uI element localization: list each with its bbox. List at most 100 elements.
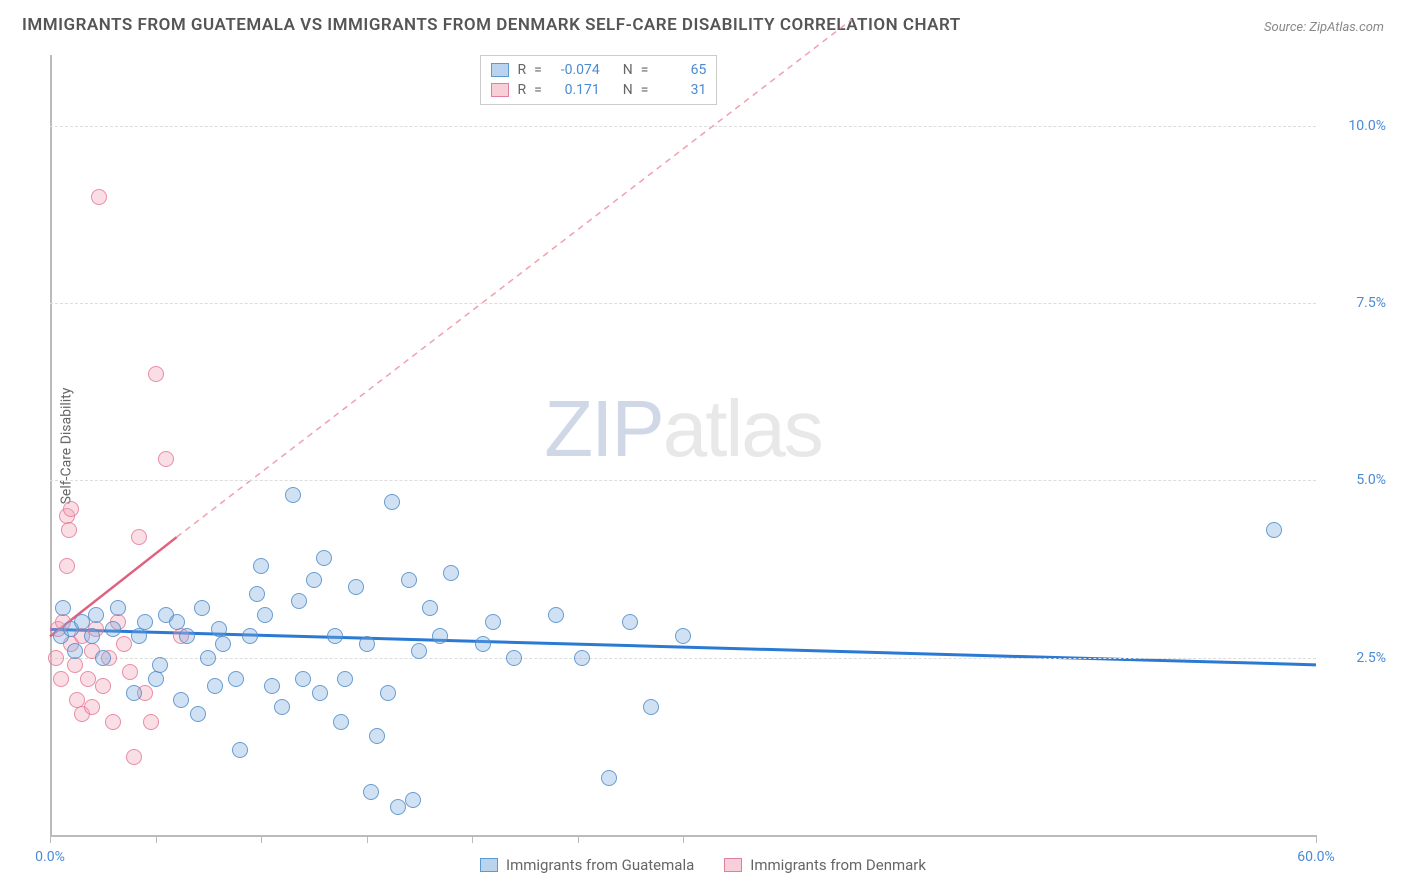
- data-point: [228, 671, 244, 687]
- data-point: [316, 550, 332, 566]
- swatch-icon: [491, 83, 509, 97]
- stats-row-guatemala: R = -0.074 N = 65: [491, 60, 706, 80]
- data-point: [405, 792, 421, 808]
- swatch-icon: [724, 858, 742, 872]
- series-legend: Immigrants from Guatemala Immigrants fro…: [480, 856, 926, 874]
- chart-title: IMMIGRANTS FROM GUATEMALA VS IMMIGRANTS …: [22, 15, 961, 35]
- swatch-icon: [480, 858, 498, 872]
- plot-area: ZIPatlas R = -0.074 N = 65 R = 0.171 N =…: [50, 55, 1316, 837]
- legend-label: Immigrants from Guatemala: [506, 856, 694, 874]
- data-point: [312, 685, 328, 701]
- data-point: [390, 799, 406, 815]
- data-point: [91, 189, 107, 205]
- data-point: [475, 636, 491, 652]
- data-point: [291, 593, 307, 609]
- data-point: [126, 749, 142, 765]
- data-point: [59, 558, 75, 574]
- legend-label: Immigrants from Denmark: [750, 856, 926, 874]
- data-point: [249, 586, 265, 602]
- legend-item-guatemala: Immigrants from Guatemala: [480, 856, 694, 874]
- data-point: [74, 614, 90, 630]
- data-point: [242, 628, 258, 644]
- gridline: [50, 126, 1316, 127]
- data-point: [48, 650, 64, 666]
- data-point: [327, 628, 343, 644]
- data-point: [422, 600, 438, 616]
- data-point: [384, 494, 400, 510]
- data-point: [88, 607, 104, 623]
- x-tick: [367, 835, 368, 843]
- data-point: [84, 699, 100, 715]
- data-point: [169, 614, 185, 630]
- trend-lines-layer: [50, 55, 1316, 835]
- data-point: [143, 714, 159, 730]
- data-point: [622, 614, 638, 630]
- data-point: [67, 657, 83, 673]
- data-point: [359, 636, 375, 652]
- data-point: [105, 714, 121, 730]
- data-point: [574, 650, 590, 666]
- x-tick: [683, 835, 684, 843]
- r-label: R: [517, 62, 526, 78]
- data-point: [179, 628, 195, 644]
- x-tick-label: 0.0%: [35, 849, 65, 865]
- x-tick: [472, 835, 473, 843]
- r-value: 0.171: [550, 82, 600, 98]
- data-point: [348, 579, 364, 595]
- x-tick: [1316, 835, 1317, 843]
- data-point: [295, 671, 311, 687]
- x-tick-label: 60.0%: [1297, 849, 1335, 865]
- legend-item-denmark: Immigrants from Denmark: [724, 856, 926, 874]
- data-point: [363, 784, 379, 800]
- y-tick-label: 2.5%: [1326, 650, 1386, 666]
- data-point: [53, 671, 69, 687]
- data-point: [80, 671, 96, 687]
- data-point: [337, 671, 353, 687]
- data-point: [84, 628, 100, 644]
- data-point: [401, 572, 417, 588]
- y-tick-label: 7.5%: [1326, 295, 1386, 311]
- data-point: [122, 664, 138, 680]
- data-point: [232, 742, 248, 758]
- data-point: [67, 643, 83, 659]
- data-point: [443, 565, 459, 581]
- data-point: [333, 714, 349, 730]
- data-point: [190, 706, 206, 722]
- data-point: [675, 628, 691, 644]
- gridline: [50, 303, 1316, 304]
- data-point: [285, 487, 301, 503]
- data-point: [411, 643, 427, 659]
- x-tick: [156, 835, 157, 843]
- data-point: [548, 607, 564, 623]
- data-point: [110, 600, 126, 616]
- data-point: [369, 728, 385, 744]
- data-point: [116, 636, 132, 652]
- gridline: [50, 480, 1316, 481]
- data-point: [131, 628, 147, 644]
- data-point: [274, 699, 290, 715]
- x-tick: [578, 835, 579, 843]
- stats-row-denmark: R = 0.171 N = 31: [491, 80, 706, 100]
- y-tick-label: 5.0%: [1326, 472, 1386, 488]
- data-point: [485, 614, 501, 630]
- data-point: [506, 650, 522, 666]
- data-point: [432, 628, 448, 644]
- data-point: [131, 529, 147, 545]
- y-tick-label: 10.0%: [1326, 118, 1386, 134]
- swatch-icon: [491, 63, 509, 77]
- data-point: [61, 522, 77, 538]
- data-point: [173, 692, 189, 708]
- stats-legend: R = -0.074 N = 65 R = 0.171 N = 31: [480, 55, 717, 105]
- data-point: [194, 600, 210, 616]
- data-point: [152, 657, 168, 673]
- data-point: [105, 621, 121, 637]
- n-value: 65: [656, 62, 706, 78]
- gridline: [50, 658, 1316, 659]
- data-point: [148, 671, 164, 687]
- n-value: 31: [656, 82, 706, 98]
- data-point: [380, 685, 396, 701]
- data-point: [126, 685, 142, 701]
- data-point: [137, 614, 153, 630]
- r-value: -0.074: [550, 62, 600, 78]
- data-point: [55, 600, 71, 616]
